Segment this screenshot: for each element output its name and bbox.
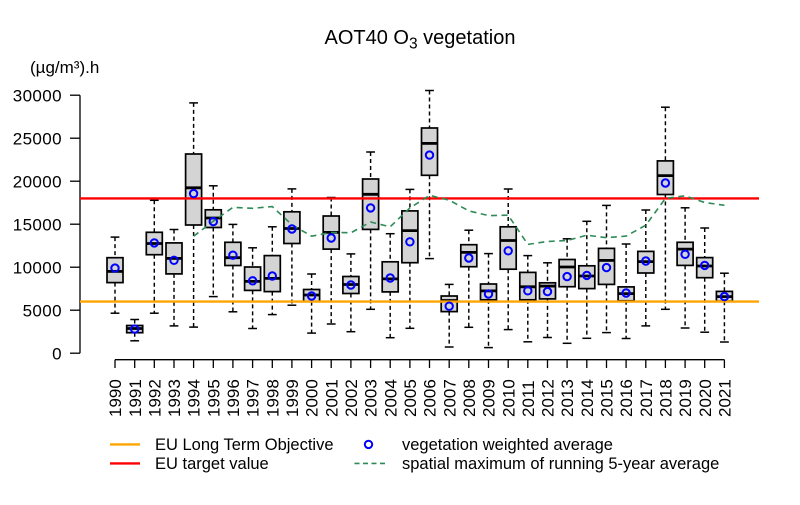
svg-text:0: 0	[52, 345, 62, 364]
svg-text:2021: 2021	[716, 379, 735, 417]
svg-text:1992: 1992	[145, 379, 164, 417]
svg-text:2017: 2017	[637, 379, 656, 417]
svg-text:2014: 2014	[578, 379, 597, 417]
svg-text:2012: 2012	[539, 379, 558, 417]
svg-text:2003: 2003	[362, 379, 381, 417]
svg-text:2006: 2006	[421, 379, 440, 417]
svg-text:2016: 2016	[617, 379, 636, 417]
svg-text:1990: 1990	[106, 379, 125, 417]
svg-text:1999: 1999	[283, 379, 302, 417]
svg-text:5000: 5000	[23, 302, 62, 321]
svg-text:vegetation weighted average: vegetation weighted average	[402, 436, 613, 454]
svg-text:2015: 2015	[598, 379, 617, 417]
svg-text:2004: 2004	[381, 379, 400, 417]
svg-text:AOT40 O3 vegetation: AOT40 O3 vegetation	[325, 27, 516, 53]
svg-text:2002: 2002	[342, 379, 361, 417]
svg-text:2001: 2001	[322, 379, 341, 417]
svg-text:20000: 20000	[13, 173, 62, 192]
svg-text:2019: 2019	[676, 379, 695, 417]
svg-text:2020: 2020	[696, 379, 715, 417]
svg-text:2007: 2007	[440, 379, 459, 417]
svg-text:2011: 2011	[519, 380, 538, 417]
svg-text:spatial maximum of running 5-y: spatial maximum of running 5-year averag…	[402, 455, 719, 473]
svg-text:2005: 2005	[401, 379, 420, 417]
svg-text:1997: 1997	[244, 379, 263, 417]
svg-text:(µg/m³).h: (µg/m³).h	[30, 58, 99, 77]
svg-text:1991: 1991	[126, 379, 145, 417]
svg-text:EU target value: EU target value	[155, 455, 269, 473]
svg-text:2009: 2009	[480, 379, 499, 417]
svg-text:1998: 1998	[263, 379, 282, 417]
svg-text:2000: 2000	[303, 379, 322, 417]
svg-text:15000: 15000	[13, 216, 62, 235]
svg-text:1996: 1996	[224, 379, 243, 417]
svg-text:2013: 2013	[558, 379, 577, 417]
svg-text:1993: 1993	[165, 379, 184, 417]
svg-text:2008: 2008	[460, 379, 479, 417]
svg-text:30000: 30000	[13, 87, 62, 106]
svg-text:EU Long Term Objective: EU Long Term Objective	[155, 436, 334, 454]
svg-text:10000: 10000	[13, 259, 62, 278]
svg-text:2010: 2010	[499, 379, 518, 417]
svg-text:2018: 2018	[657, 379, 676, 417]
svg-text:1995: 1995	[204, 379, 223, 417]
svg-text:1994: 1994	[185, 379, 204, 417]
svg-text:25000: 25000	[13, 130, 62, 149]
